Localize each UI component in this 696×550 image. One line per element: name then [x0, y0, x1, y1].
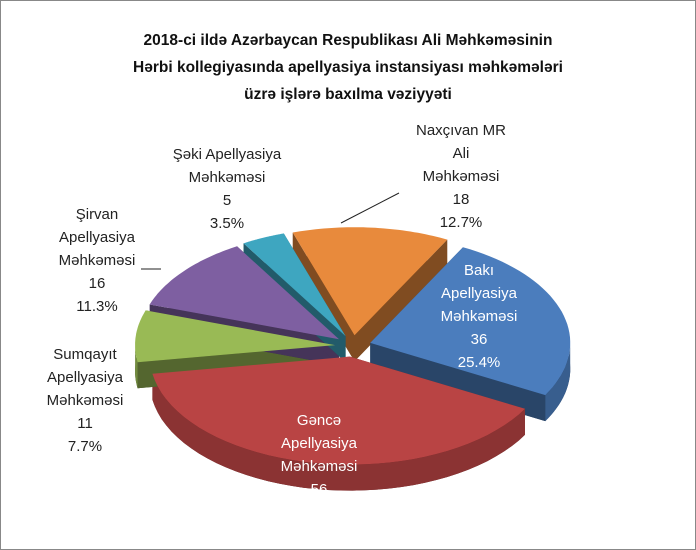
slice-wall — [545, 342, 571, 422]
percent-label: 3.5% — [209, 215, 245, 232]
slice — [370, 247, 571, 396]
slice-side — [370, 342, 546, 422]
category-label: Gəncə Apellyasiya Məhkəməsi — [280, 412, 358, 475]
value-label: 18 — [452, 191, 470, 208]
slice — [152, 356, 525, 465]
data-label: Gəncə Apellyasiya Məhkəməsi 56 39.4% — [281, 409, 358, 524]
slice — [292, 227, 448, 336]
data-label: Sumqayıt Apellyasiya Məhkəməsi 11 7.7% — [47, 343, 124, 458]
data-label: Naxçıvan MR Ali Məhkəməsi 18 12.7% — [416, 119, 506, 234]
slice — [135, 310, 336, 363]
category-label: Bakı Apellyasiya Məhkəməsi — [440, 262, 518, 325]
category-label: Şirvan Apellyasiya Məhkəməsi — [58, 206, 136, 269]
chart-title: 2018-ci ildə Azərbaycan Respublikası Ali… — [133, 32, 563, 103]
value-label: 16 — [88, 275, 106, 292]
percent-label: 25.4% — [457, 354, 501, 371]
percent-label: 39.4% — [297, 504, 341, 521]
slices — [135, 227, 571, 491]
value-label: 56 — [310, 481, 328, 498]
percent-label: 12.7% — [439, 214, 483, 231]
percent-label: 7.7% — [67, 438, 103, 455]
slice — [149, 246, 340, 340]
slice-wall — [152, 373, 525, 491]
category-label: Şəki Apellyasiya Məhkəməsi — [172, 146, 282, 186]
value-label: 11 — [77, 415, 93, 432]
slice-wall — [135, 345, 138, 389]
value-label: 36 — [470, 331, 488, 348]
slice-side — [354, 239, 448, 362]
data-label: Bakı Apellyasiya Məhkəməsi 36 25.4% — [441, 259, 518, 374]
data-label: Şirvan Apellyasiya Məhkəməsi 16 11.3% — [59, 203, 136, 318]
category-label: Sumqayıt Apellyasiya Məhkəməsi — [46, 346, 124, 409]
category-label: Naxçıvan MR Ali Məhkəməsi — [415, 122, 507, 185]
leader-line — [340, 192, 400, 224]
data-label: Şəki Apellyasiya Məhkəməsi 5 3.5% — [173, 143, 281, 235]
slice — [243, 233, 346, 337]
value-label: 5 — [222, 192, 232, 209]
percent-label: 11.3% — [76, 298, 118, 315]
